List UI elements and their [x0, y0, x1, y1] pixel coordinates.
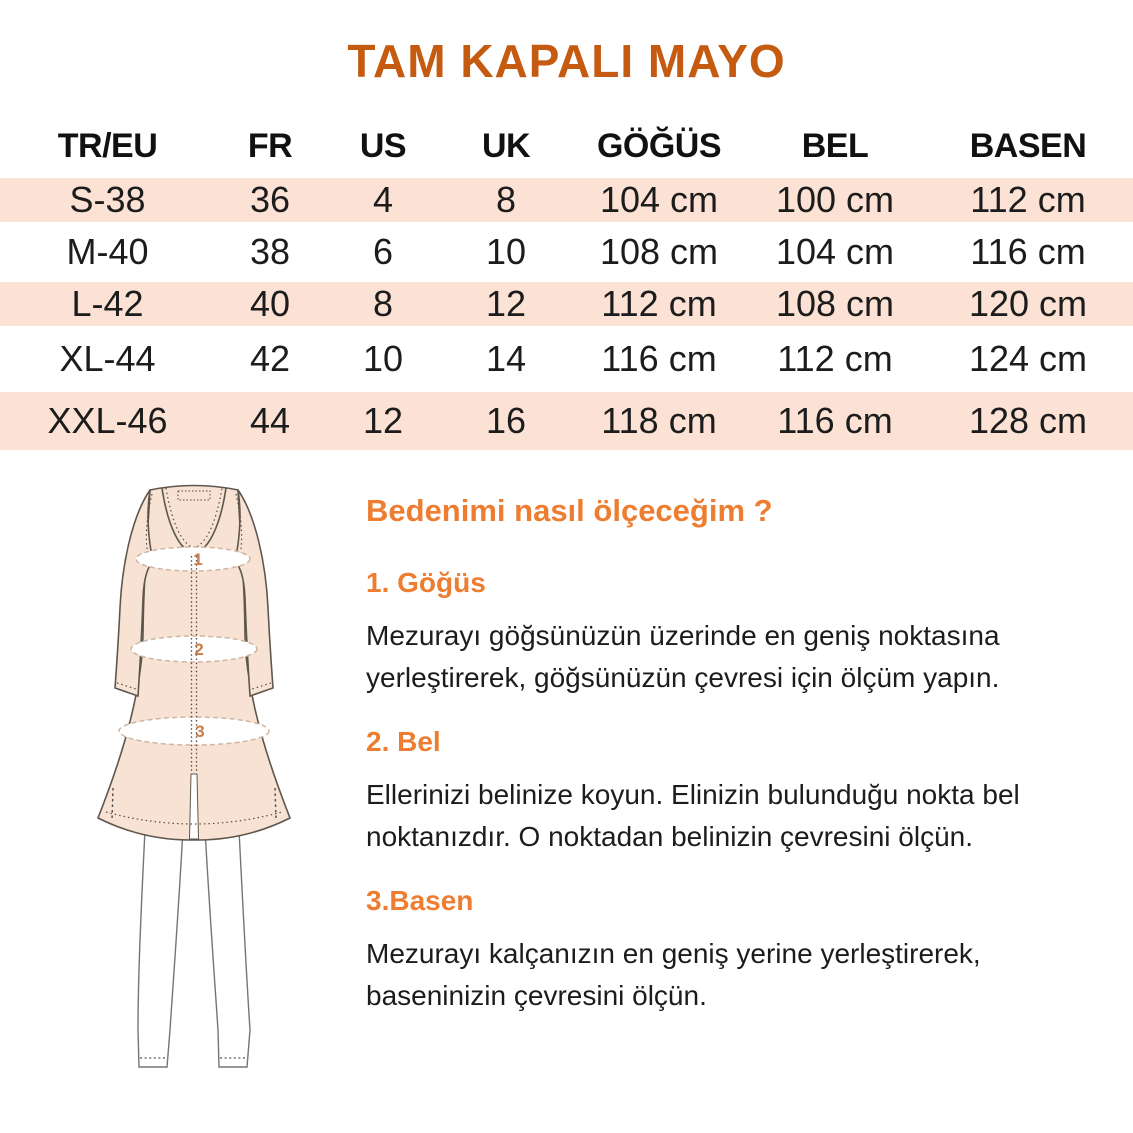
- neck-label: [177, 490, 211, 501]
- header-fr: FR: [247, 126, 293, 165]
- table-row-xl44: XL-44 42 10 14 116 cm 112 cm 124 cm: [0, 326, 1133, 392]
- center-front-stitch: [190, 556, 198, 772]
- cell-size: S-38: [69, 179, 146, 220]
- table-row-l42: L-42 40 8 12 112 cm 108 cm 120 cm: [0, 282, 1133, 326]
- cell-size: M-40: [66, 231, 149, 272]
- swimsuit-drawing: 1 2 3: [96, 484, 292, 1068]
- cell-basen: 120 cm: [968, 283, 1088, 324]
- table-row-m40: M-40 38 6 10 108 cm 104 cm 116 cm: [0, 222, 1133, 282]
- cell-basen: 124 cm: [968, 338, 1088, 379]
- cell-size: XXL-46: [47, 400, 168, 441]
- guide-section-bel: 2. Bel Ellerinizi belinize koyun. Eliniz…: [366, 725, 1066, 858]
- cell-size: XL-44: [59, 338, 156, 379]
- page-title: TAM KAPALI MAYO: [347, 35, 786, 87]
- measuring-guide: Bedenimi nasıl ölçeceğim ? 1. Göğüs Mezu…: [366, 492, 1066, 1043]
- cell-basen: 128 cm: [968, 400, 1088, 441]
- measure-number-2: 2: [194, 640, 203, 659]
- header-us: US: [359, 126, 407, 165]
- measure-number-3: 3: [195, 722, 204, 741]
- cell-uk: 16: [485, 400, 527, 441]
- garment-illustration: 1 2 3: [86, 470, 310, 1086]
- cell-basen: 116 cm: [970, 231, 1086, 272]
- cell-gogus: 118 cm: [601, 400, 717, 441]
- cell-gogus: 104 cm: [599, 179, 719, 220]
- table-header-row: TR/EU FR US UK GÖĞÜS BEL BASEN: [0, 114, 1133, 178]
- guide-section-basen: 3.Basen Mezurayı kalçanızın en geniş yer…: [366, 884, 1066, 1017]
- cell-us: 8: [372, 283, 394, 324]
- hip-ellipse: [118, 716, 270, 746]
- cell-gogus: 116 cm: [601, 338, 717, 379]
- cell-gogus: 112 cm: [601, 283, 717, 324]
- cell-size: L-42: [71, 283, 144, 324]
- cell-fr: 36: [249, 179, 291, 220]
- tunic-front-slit: [188, 773, 200, 840]
- cell-us: 10: [362, 338, 404, 379]
- cell-fr: 38: [249, 231, 291, 272]
- leggings-shape: [137, 809, 251, 1068]
- cell-uk: 14: [485, 338, 527, 379]
- cell-us: 6: [372, 231, 394, 272]
- cell-bel: 116 cm: [777, 400, 893, 441]
- cell-uk: 12: [485, 283, 527, 324]
- cell-bel: 108 cm: [775, 283, 895, 324]
- cell-bel: 112 cm: [777, 338, 893, 379]
- section-text: Ellerinizi belinize koyun. Elinizin bulu…: [366, 779, 1020, 852]
- guide-heading: Bedenimi nasıl ölçeceğim ?: [366, 493, 773, 528]
- section-text: Mezurayı göğsünüzün üzerinde en geniş no…: [366, 620, 1000, 693]
- cell-bel: 104 cm: [775, 231, 895, 272]
- section-text: Mezurayı kalçanızın en geniş yerine yerl…: [366, 938, 981, 1011]
- cell-gogus: 108 cm: [599, 231, 719, 272]
- cell-fr: 42: [249, 338, 291, 379]
- section-title: 1. Göğüs: [366, 567, 486, 598]
- guide-section-gogus: 1. Göğüs Mezurayı göğsünüzün üzerinde en…: [366, 566, 1066, 699]
- waist-ellipse: [130, 635, 258, 663]
- measurement-ellipses: [118, 546, 270, 746]
- header-uk: UK: [481, 126, 531, 165]
- chest-ellipse: [135, 546, 251, 572]
- cell-fr: 40: [249, 283, 291, 324]
- size-table: TR/EU FR US UK GÖĞÜS BEL BASEN S-38 36 4…: [0, 114, 1133, 450]
- cell-basen: 112 cm: [970, 179, 1086, 220]
- measure-number-1: 1: [193, 550, 202, 569]
- cell-us: 12: [362, 400, 404, 441]
- table-row-xxl46: XXL-46 44 12 16 118 cm 116 cm 128 cm: [0, 392, 1133, 450]
- cell-bel: 100 cm: [775, 179, 895, 220]
- section-title: 3.Basen: [366, 885, 474, 916]
- header-gogus: GÖĞÜS: [596, 126, 722, 165]
- header-basen: BASEN: [969, 126, 1087, 165]
- cell-us: 4: [372, 179, 394, 220]
- header-bel: BEL: [801, 126, 869, 165]
- header-tr-eu: TR/EU: [57, 126, 158, 165]
- section-title: 2. Bel: [366, 726, 441, 757]
- cell-fr: 44: [249, 400, 291, 441]
- table-row-s38: S-38 36 4 8 104 cm 100 cm 112 cm: [0, 178, 1133, 222]
- cell-uk: 10: [485, 231, 527, 272]
- cell-uk: 8: [495, 179, 517, 220]
